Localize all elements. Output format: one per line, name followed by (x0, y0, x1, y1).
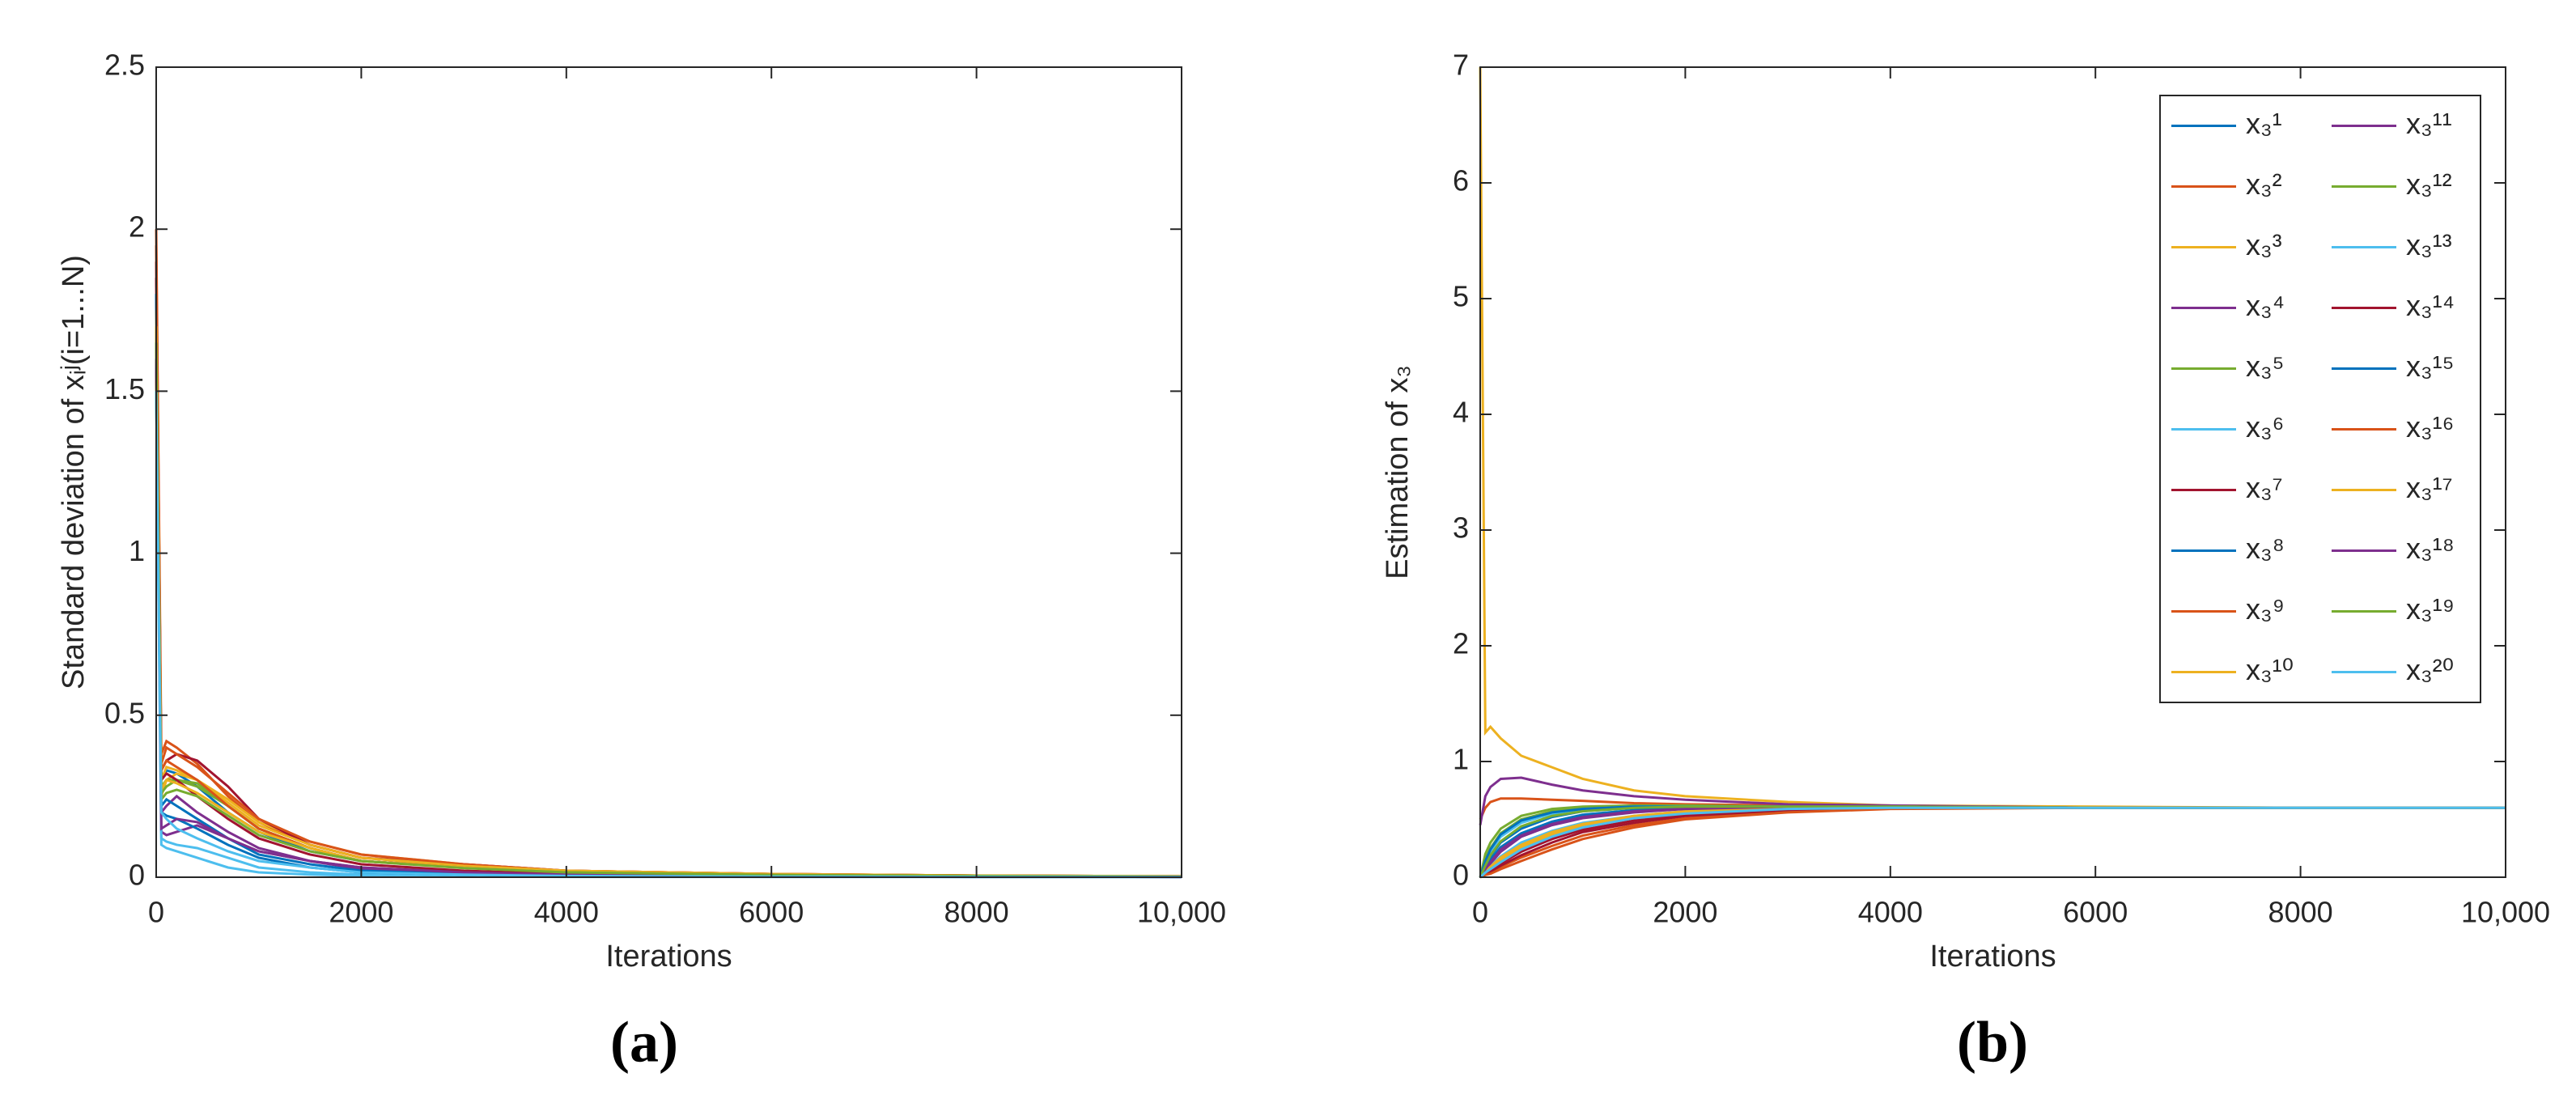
x-axis-label: Iterations (1929, 940, 2056, 974)
legend-label: x₃² (2246, 168, 2282, 201)
series-line (155, 342, 1182, 878)
axes-box (1479, 66, 2506, 878)
legend-label: x₃⁹ (2246, 592, 2285, 626)
y-tick-label: 3 (1453, 511, 1469, 545)
x-tick-label: 8000 (2268, 896, 2333, 929)
plot-area (156, 67, 1182, 877)
legend-label: x₃³ (2246, 228, 2282, 261)
legend-label: x₃¹⁶ (2406, 410, 2454, 443)
legend-label: x₃¹⁰ (2246, 653, 2294, 686)
y-tick-label: 6 (1453, 164, 1469, 197)
x-tick-label: 10,000 (2461, 896, 2550, 929)
x-tick-label: 2000 (329, 896, 393, 929)
legend-label: x₃⁴ (2246, 289, 2285, 322)
legend-box (2159, 95, 2481, 703)
y-tick-label: 2 (129, 210, 145, 244)
y-tick-label: 7 (1453, 49, 1469, 82)
x-tick-label: 0 (1472, 896, 1488, 929)
legend-label: x₃¹⁵ (2406, 350, 2455, 383)
legend-label: x₃¹ (2246, 107, 2282, 140)
x-tick-label: 4000 (1858, 896, 1923, 929)
legend-label: x₃⁵ (2246, 350, 2285, 383)
legend-label: x₃¹⁴ (2406, 289, 2455, 322)
x-tick-label: 6000 (2063, 896, 2128, 929)
x-tick-label: 8000 (944, 896, 1009, 929)
caption: (a) (610, 1010, 678, 1075)
legend-label: x₃⁷ (2246, 471, 2283, 504)
axes-box (155, 66, 1182, 878)
x-tick-label: 6000 (739, 896, 804, 929)
y-tick-label: 0 (129, 859, 145, 892)
x-tick-label: 0 (148, 896, 164, 929)
y-tick-label: 1.5 (104, 372, 145, 405)
legend-label: x₃¹⁸ (2406, 532, 2455, 565)
legend-label: x₃⁶ (2246, 410, 2284, 443)
y-tick-label: 0.5 (104, 696, 145, 729)
y-tick-label: 1 (1453, 743, 1469, 776)
series-line (1479, 806, 2506, 879)
legend-label: x₃¹⁹ (2406, 592, 2455, 626)
caption: (b) (1957, 1010, 2028, 1075)
legend-label: x₃¹² (2406, 168, 2452, 201)
x-tick-label: 2000 (1653, 896, 1717, 929)
legend-label: x₃¹³ (2406, 228, 2452, 261)
x-axis-label: Iterations (605, 940, 732, 974)
x-tick-label: 10,000 (1137, 896, 1226, 929)
y-tick-label: 5 (1453, 280, 1469, 313)
y-tick-label: 1 (129, 534, 145, 567)
y-axis-label: Estimation of x₃ (1381, 365, 1415, 579)
legend-label: x₃²⁰ (2406, 653, 2454, 686)
y-axis-label: Standard deviation of xᵢʲ(i=1...N) (57, 255, 91, 689)
y-tick-label: 4 (1453, 396, 1469, 429)
legend-label: x₃¹⁷ (2406, 471, 2453, 504)
y-tick-label: 0 (1453, 859, 1469, 892)
legend-label: x₃¹¹ (2406, 107, 2452, 140)
y-tick-label: 2.5 (104, 49, 145, 82)
y-tick-label: 2 (1453, 627, 1469, 660)
legend-label: x₃⁸ (2246, 532, 2285, 565)
x-tick-label: 4000 (534, 896, 599, 929)
